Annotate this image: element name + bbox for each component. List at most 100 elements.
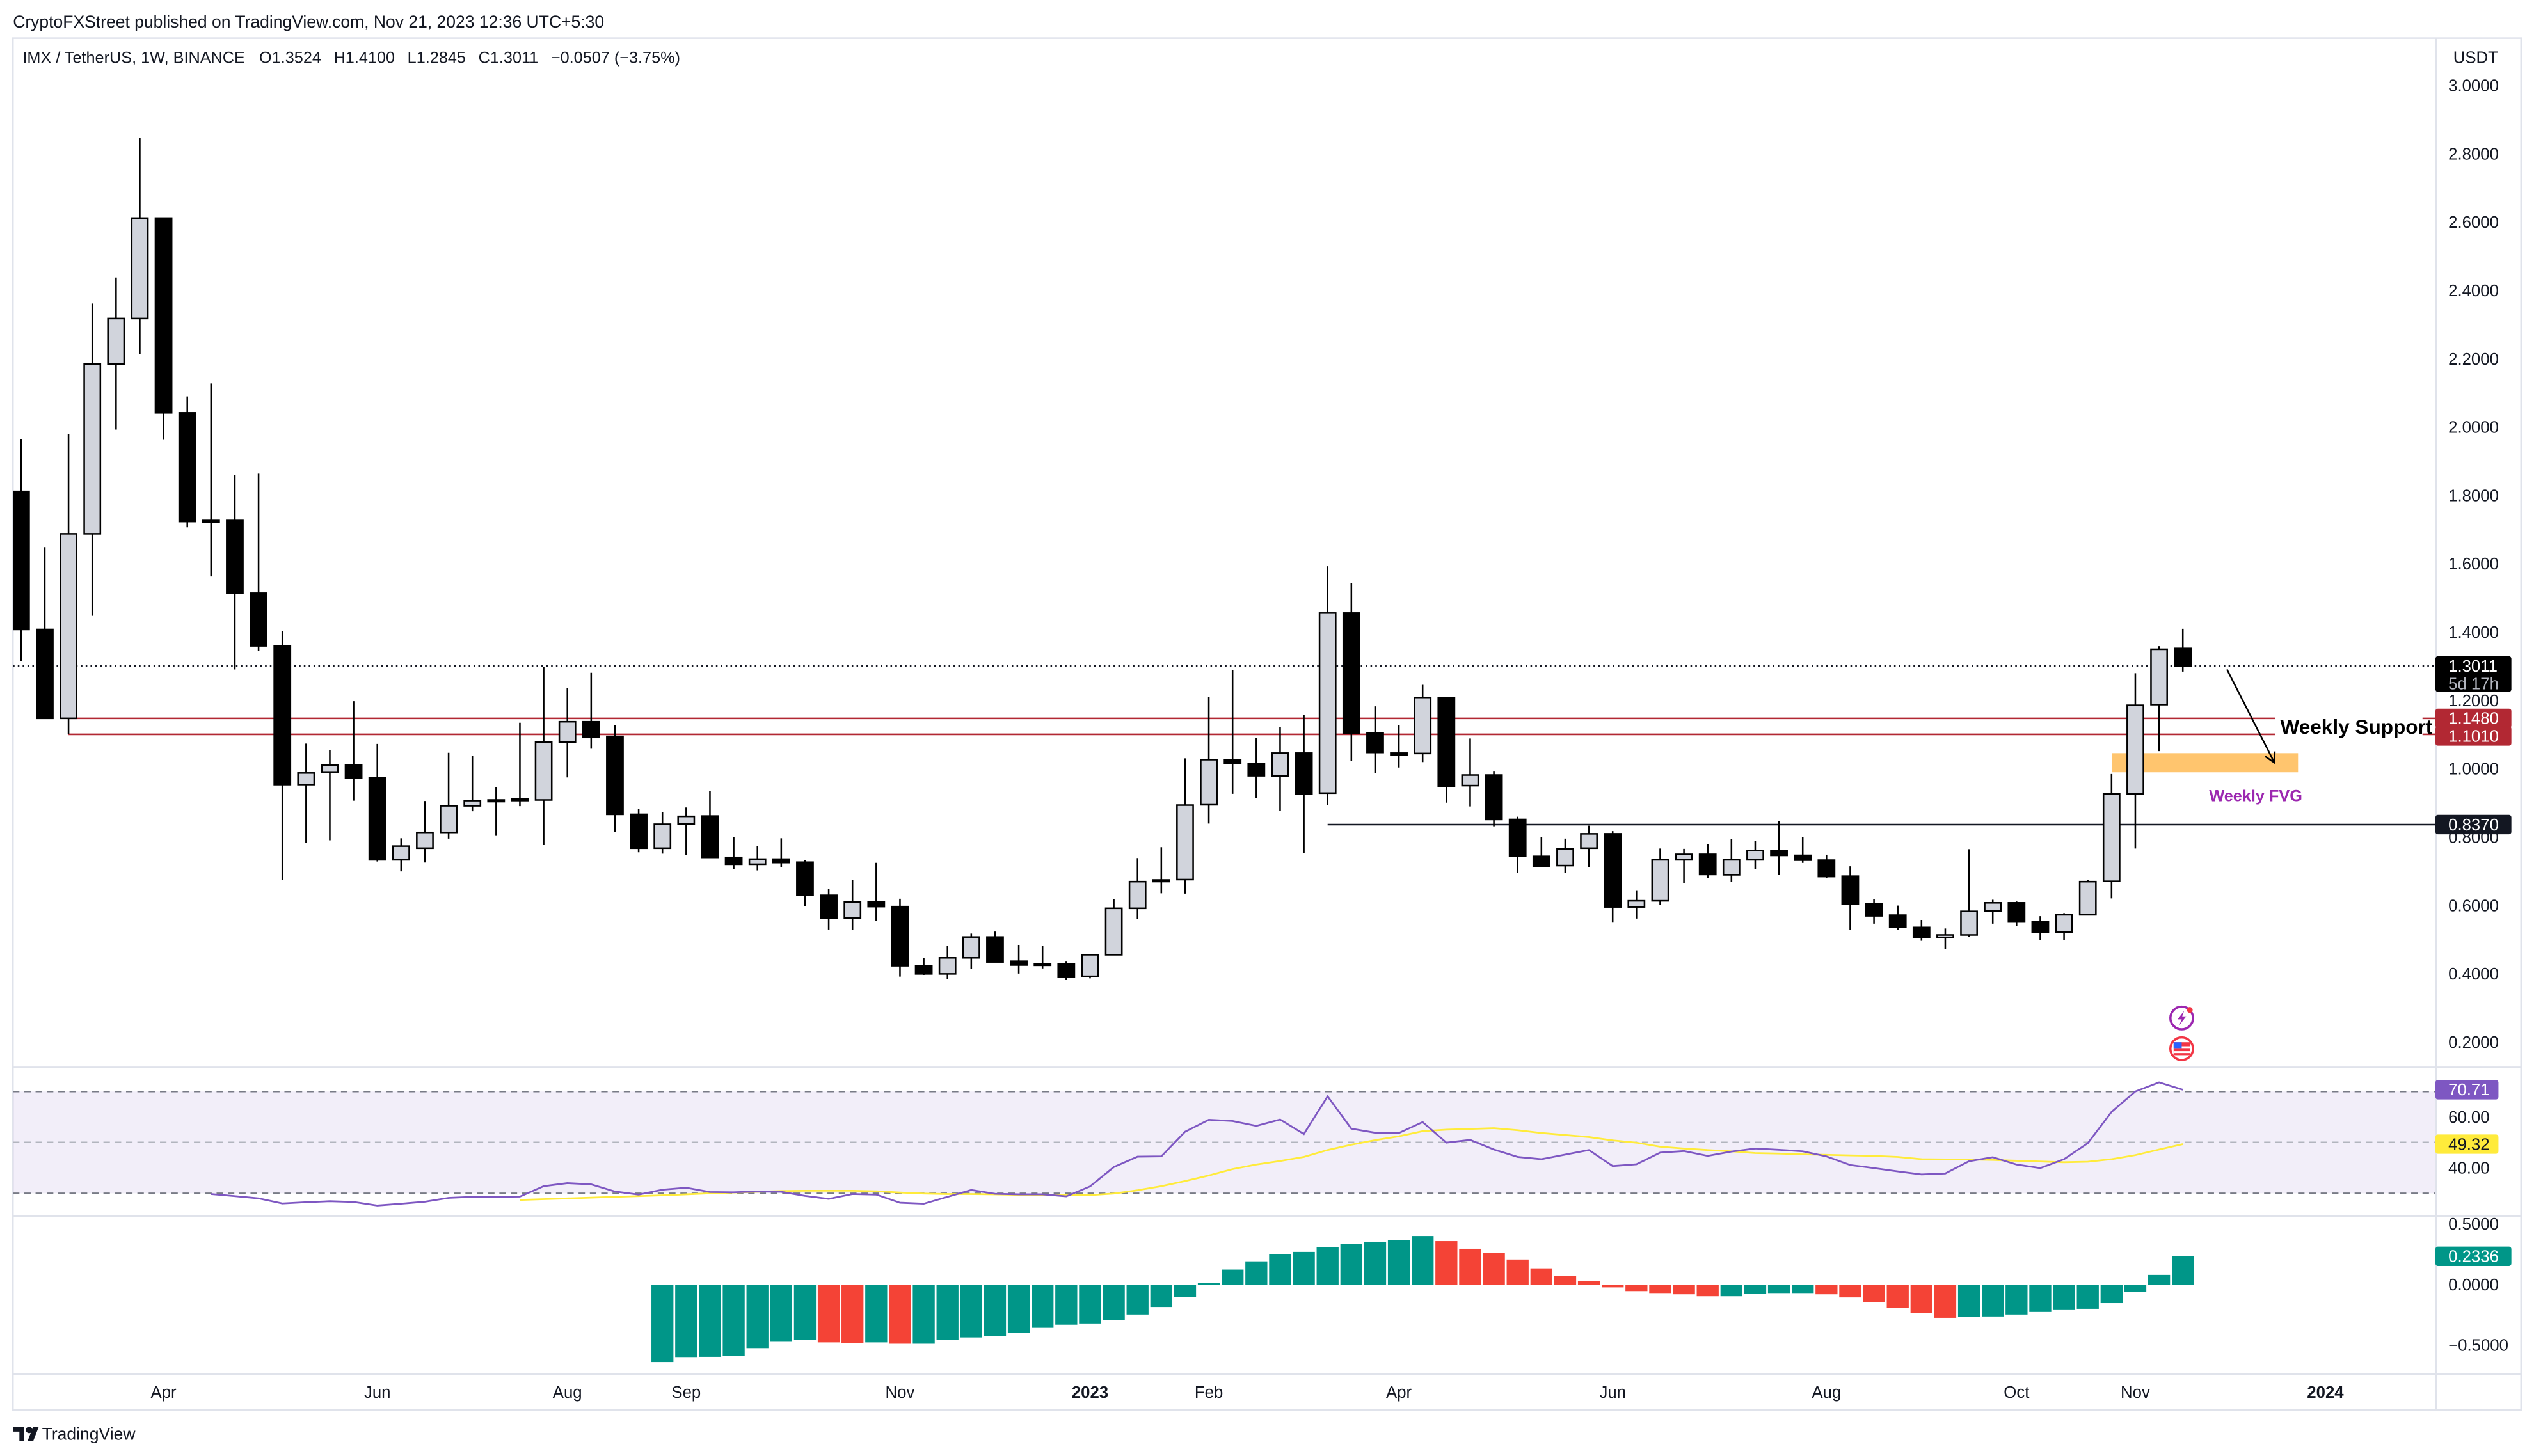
candle[interactable] <box>820 889 838 930</box>
candle[interactable] <box>843 880 862 930</box>
candle[interactable] <box>1295 714 1313 853</box>
candle[interactable] <box>1960 849 1978 937</box>
candle[interactable] <box>1057 961 1076 980</box>
us-flag-event-icon[interactable] <box>2169 1036 2194 1061</box>
candle[interactable] <box>1485 771 1503 827</box>
candle[interactable] <box>2078 880 2097 916</box>
candle[interactable] <box>297 743 315 843</box>
candle[interactable] <box>1698 844 1717 878</box>
price-pane[interactable] <box>13 138 2435 980</box>
candle[interactable] <box>1176 758 1194 894</box>
candle[interactable] <box>1081 954 1099 979</box>
candle[interactable] <box>392 838 410 872</box>
candle[interactable] <box>1746 841 1764 869</box>
candle[interactable] <box>1152 847 1170 894</box>
lightning-event-icon[interactable] <box>2169 1005 2194 1031</box>
candle[interactable] <box>867 862 886 921</box>
candle[interactable] <box>1627 890 1646 919</box>
candle[interactable] <box>938 946 957 979</box>
candle[interactable] <box>1390 725 1408 768</box>
candle[interactable] <box>558 688 577 778</box>
candle[interactable] <box>1532 837 1550 867</box>
candle[interactable] <box>1414 684 1432 763</box>
candle[interactable] <box>154 217 173 440</box>
candle[interactable] <box>1865 899 1883 924</box>
candle[interactable] <box>1984 899 2002 924</box>
candle[interactable] <box>1675 848 1693 883</box>
candle[interactable] <box>440 752 458 839</box>
candle[interactable] <box>2102 773 2121 899</box>
candle[interactable] <box>1817 854 1836 878</box>
tradingview-logo[interactable]: TradingView <box>13 1424 136 1443</box>
candle[interactable] <box>1770 821 1788 876</box>
candle[interactable] <box>1888 905 1907 931</box>
arrow-annotation[interactable] <box>2226 669 2276 764</box>
candle[interactable] <box>2126 673 2144 849</box>
candle[interactable] <box>1794 837 1812 863</box>
candle[interactable] <box>796 860 814 906</box>
candle[interactable] <box>630 809 648 853</box>
candle[interactable] <box>511 722 529 807</box>
candle[interactable] <box>178 396 196 528</box>
candle[interactable] <box>891 898 909 977</box>
candle[interactable] <box>2055 913 2073 940</box>
time-axis[interactable]: Apr Jun Aug Sep Nov 2023 Feb Apr Jun Aug Oct Nov 202… <box>151 1384 2450 1402</box>
candle[interactable] <box>724 837 743 869</box>
candle[interactable] <box>202 383 220 577</box>
candle[interactable] <box>677 807 696 855</box>
candle[interactable] <box>2031 916 2050 940</box>
candle[interactable] <box>1223 669 1242 794</box>
candle[interactable] <box>2007 901 2026 926</box>
candle[interactable] <box>13 439 30 661</box>
candle[interactable] <box>107 277 125 430</box>
candle[interactable] <box>1010 944 1028 974</box>
candle[interactable] <box>772 838 790 867</box>
candle[interactable] <box>1104 899 1123 956</box>
macd-pane[interactable]: 0.5000 0.0000 −0.5000 0.2336 <box>651 1215 2512 1363</box>
candle[interactable] <box>344 701 363 801</box>
candle[interactable] <box>653 812 672 854</box>
candle[interactable] <box>1200 697 1218 824</box>
candle[interactable] <box>463 756 482 812</box>
candle[interactable] <box>1033 946 1052 969</box>
candle[interactable] <box>606 725 624 832</box>
candle[interactable] <box>226 474 244 670</box>
candle[interactable] <box>1271 727 1289 811</box>
candle[interactable] <box>1128 858 1147 919</box>
candle[interactable] <box>1841 866 1860 931</box>
candle[interactable] <box>914 958 933 975</box>
candle[interactable] <box>582 672 600 749</box>
candle[interactable] <box>321 749 339 841</box>
candle[interactable] <box>1461 738 1479 807</box>
candle[interactable] <box>986 931 1004 963</box>
candle[interactable] <box>1722 839 1741 882</box>
candle[interactable] <box>1556 838 1574 873</box>
candle[interactable] <box>131 138 149 354</box>
candle[interactable] <box>250 473 267 651</box>
candle[interactable] <box>487 787 506 836</box>
candle[interactable] <box>1604 831 1622 923</box>
candle[interactable] <box>1651 848 1669 906</box>
candle[interactable] <box>962 933 980 969</box>
candle[interactable] <box>36 547 54 720</box>
candle[interactable] <box>368 743 386 862</box>
candle[interactable] <box>701 791 719 859</box>
rsi-pane[interactable]: 60.00 40.00 70.71 49.32 <box>13 1080 2499 1207</box>
candle[interactable] <box>273 631 292 880</box>
candle[interactable] <box>1366 706 1384 773</box>
candle[interactable] <box>2174 628 2192 672</box>
candle[interactable] <box>60 434 77 734</box>
candle[interactable] <box>1912 919 1931 941</box>
candle[interactable] <box>748 846 767 871</box>
candle[interactable] <box>1342 583 1360 761</box>
candle[interactable] <box>2150 646 2168 752</box>
candle[interactable] <box>1247 738 1266 798</box>
candle[interactable] <box>1936 928 1954 949</box>
candle[interactable] <box>83 303 102 616</box>
candle[interactable] <box>534 667 553 846</box>
candle[interactable] <box>1508 816 1527 873</box>
candle[interactable] <box>416 801 434 863</box>
price-axis[interactable]: 3.0000 2.8000 2.6000 2.4000 2.2000 2.0000 1.80… <box>2448 77 2499 1052</box>
candle[interactable] <box>1437 696 1456 803</box>
